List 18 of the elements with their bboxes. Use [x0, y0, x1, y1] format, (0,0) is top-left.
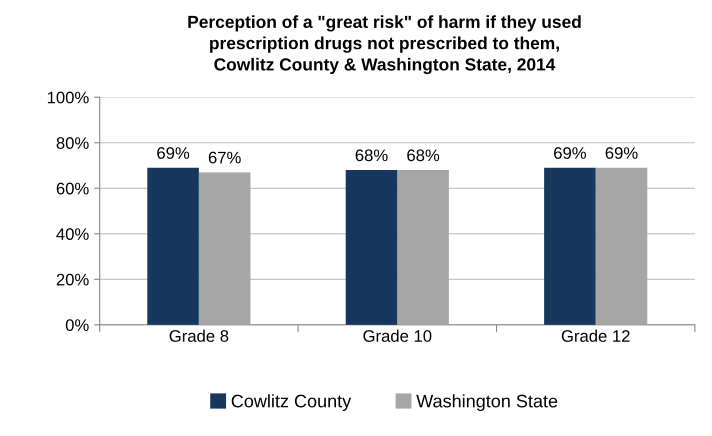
data-label: 68%: [407, 149, 440, 162]
data-label: 69%: [554, 147, 586, 159]
y-tick-label: 60%: [56, 182, 89, 194]
y-tick-label: 0%: [66, 319, 89, 332]
data-label: 69%: [606, 147, 638, 159]
data-label: 69%: [157, 147, 190, 159]
legend-label: Washington State: [416, 394, 558, 412]
legend-label: Cowlitz County: [232, 394, 352, 412]
y-tick-label: 40%: [56, 228, 89, 240]
data-label: 68%: [356, 149, 388, 162]
x-tick-label: Grade 10: [363, 330, 432, 342]
y-tick-label: 20%: [56, 274, 89, 286]
chart-title: Perception of a "great risk" of harm if they used prescription drugs not prescribed to them, Cowlitz County & Washington State, 2014: [188, 15, 581, 74]
x-tick-label: Grade 12: [562, 330, 630, 342]
x-tick-label: Grade 8: [170, 330, 228, 342]
data-label: 67%: [208, 152, 241, 164]
y-tick-label: 80%: [56, 137, 89, 149]
y-tick-label: 100%: [48, 92, 89, 104]
